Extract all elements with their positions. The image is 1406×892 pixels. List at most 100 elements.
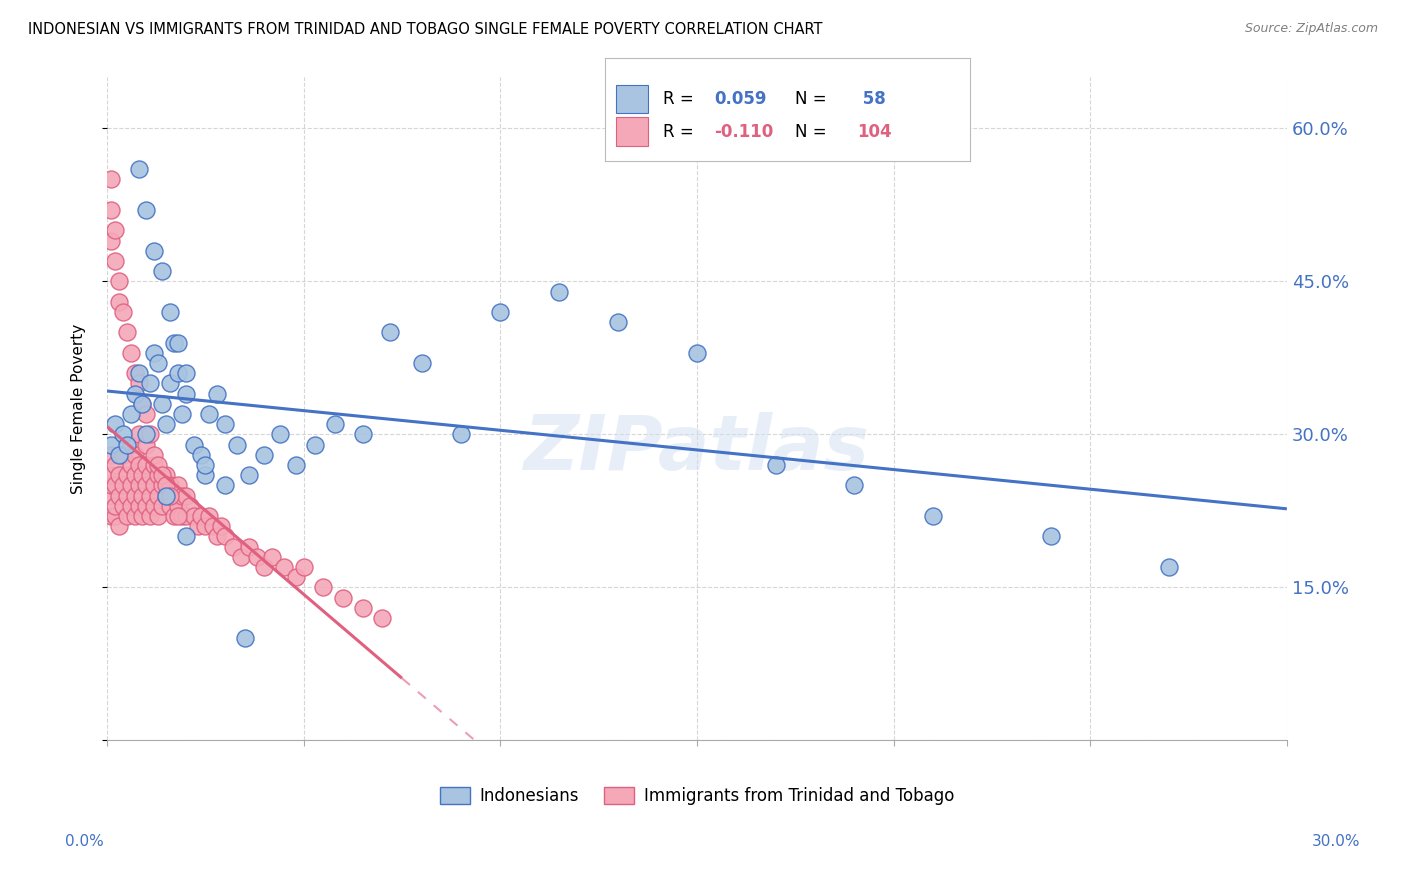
Point bbox=[115, 468, 138, 483]
Point bbox=[1157, 560, 1180, 574]
Point bbox=[100, 468, 122, 483]
Text: N =: N = bbox=[794, 123, 831, 141]
Point bbox=[150, 478, 173, 492]
Text: 104: 104 bbox=[856, 123, 891, 141]
Point bbox=[607, 315, 630, 329]
Point bbox=[174, 489, 197, 503]
Point bbox=[194, 519, 217, 533]
Point bbox=[111, 427, 134, 442]
Point bbox=[155, 478, 177, 492]
Point bbox=[143, 244, 166, 258]
Point bbox=[332, 591, 354, 605]
Point bbox=[108, 519, 131, 533]
Point bbox=[100, 448, 122, 462]
Point bbox=[104, 223, 127, 237]
Point bbox=[159, 305, 181, 319]
Point bbox=[233, 632, 256, 646]
Point bbox=[194, 458, 217, 472]
Point bbox=[253, 448, 276, 462]
Point bbox=[120, 478, 142, 492]
Point bbox=[148, 356, 170, 370]
Point bbox=[166, 509, 188, 524]
Point bbox=[548, 285, 571, 299]
Point bbox=[135, 478, 157, 492]
Point bbox=[150, 264, 173, 278]
Point bbox=[352, 427, 374, 442]
Text: ZIPatlas: ZIPatlas bbox=[524, 412, 870, 486]
Point bbox=[111, 448, 134, 462]
Point bbox=[269, 427, 291, 442]
Point bbox=[128, 162, 150, 177]
Point bbox=[108, 275, 131, 289]
Point bbox=[323, 417, 346, 432]
Point bbox=[143, 346, 166, 360]
Point bbox=[166, 335, 188, 350]
Point bbox=[214, 529, 236, 543]
Point bbox=[155, 489, 177, 503]
Point bbox=[128, 427, 150, 442]
Point bbox=[163, 509, 186, 524]
Point bbox=[111, 305, 134, 319]
Point bbox=[166, 366, 188, 380]
Point bbox=[104, 509, 127, 524]
Point bbox=[115, 437, 138, 451]
Text: 30.0%: 30.0% bbox=[1312, 834, 1360, 849]
Point bbox=[120, 458, 142, 472]
Text: R =: R = bbox=[664, 123, 699, 141]
Point bbox=[411, 356, 433, 370]
Text: INDONESIAN VS IMMIGRANTS FROM TRINIDAD AND TOBAGO SINGLE FEMALE POVERTY CORRELAT: INDONESIAN VS IMMIGRANTS FROM TRINIDAD A… bbox=[28, 22, 823, 37]
Point bbox=[450, 427, 472, 442]
Point bbox=[104, 499, 127, 513]
Point bbox=[139, 489, 162, 503]
Text: R =: R = bbox=[664, 90, 699, 108]
Point bbox=[135, 437, 157, 451]
Point bbox=[284, 570, 307, 584]
Point bbox=[262, 549, 284, 564]
Point bbox=[124, 468, 146, 483]
Text: Source: ZipAtlas.com: Source: ZipAtlas.com bbox=[1244, 22, 1378, 36]
Bar bbox=[616, 85, 648, 113]
Point bbox=[194, 468, 217, 483]
Text: N =: N = bbox=[794, 90, 831, 108]
Point bbox=[170, 489, 193, 503]
Point bbox=[214, 478, 236, 492]
Point bbox=[104, 458, 127, 472]
Point bbox=[108, 294, 131, 309]
Point bbox=[124, 509, 146, 524]
Point bbox=[108, 468, 131, 483]
Point bbox=[292, 560, 315, 574]
Point bbox=[124, 489, 146, 503]
Point bbox=[150, 499, 173, 513]
Point bbox=[352, 600, 374, 615]
Point bbox=[312, 581, 335, 595]
Point bbox=[238, 468, 260, 483]
Point bbox=[163, 489, 186, 503]
Point bbox=[131, 489, 153, 503]
Point bbox=[214, 417, 236, 432]
Point bbox=[229, 549, 252, 564]
Point bbox=[166, 499, 188, 513]
Text: 58: 58 bbox=[856, 90, 886, 108]
Point bbox=[135, 407, 157, 421]
Point bbox=[135, 499, 157, 513]
Point bbox=[150, 397, 173, 411]
Point bbox=[131, 509, 153, 524]
Point bbox=[108, 489, 131, 503]
Point bbox=[245, 549, 267, 564]
Point bbox=[128, 376, 150, 391]
Point bbox=[155, 489, 177, 503]
Point bbox=[205, 529, 228, 543]
Point bbox=[166, 478, 188, 492]
Point bbox=[128, 458, 150, 472]
Point bbox=[100, 202, 122, 217]
Point bbox=[131, 397, 153, 411]
Point bbox=[238, 540, 260, 554]
Point bbox=[120, 499, 142, 513]
Point bbox=[209, 519, 232, 533]
Point bbox=[115, 326, 138, 340]
Point bbox=[148, 458, 170, 472]
Point bbox=[100, 437, 122, 451]
Point bbox=[148, 468, 170, 483]
Point bbox=[143, 448, 166, 462]
Point bbox=[104, 417, 127, 432]
